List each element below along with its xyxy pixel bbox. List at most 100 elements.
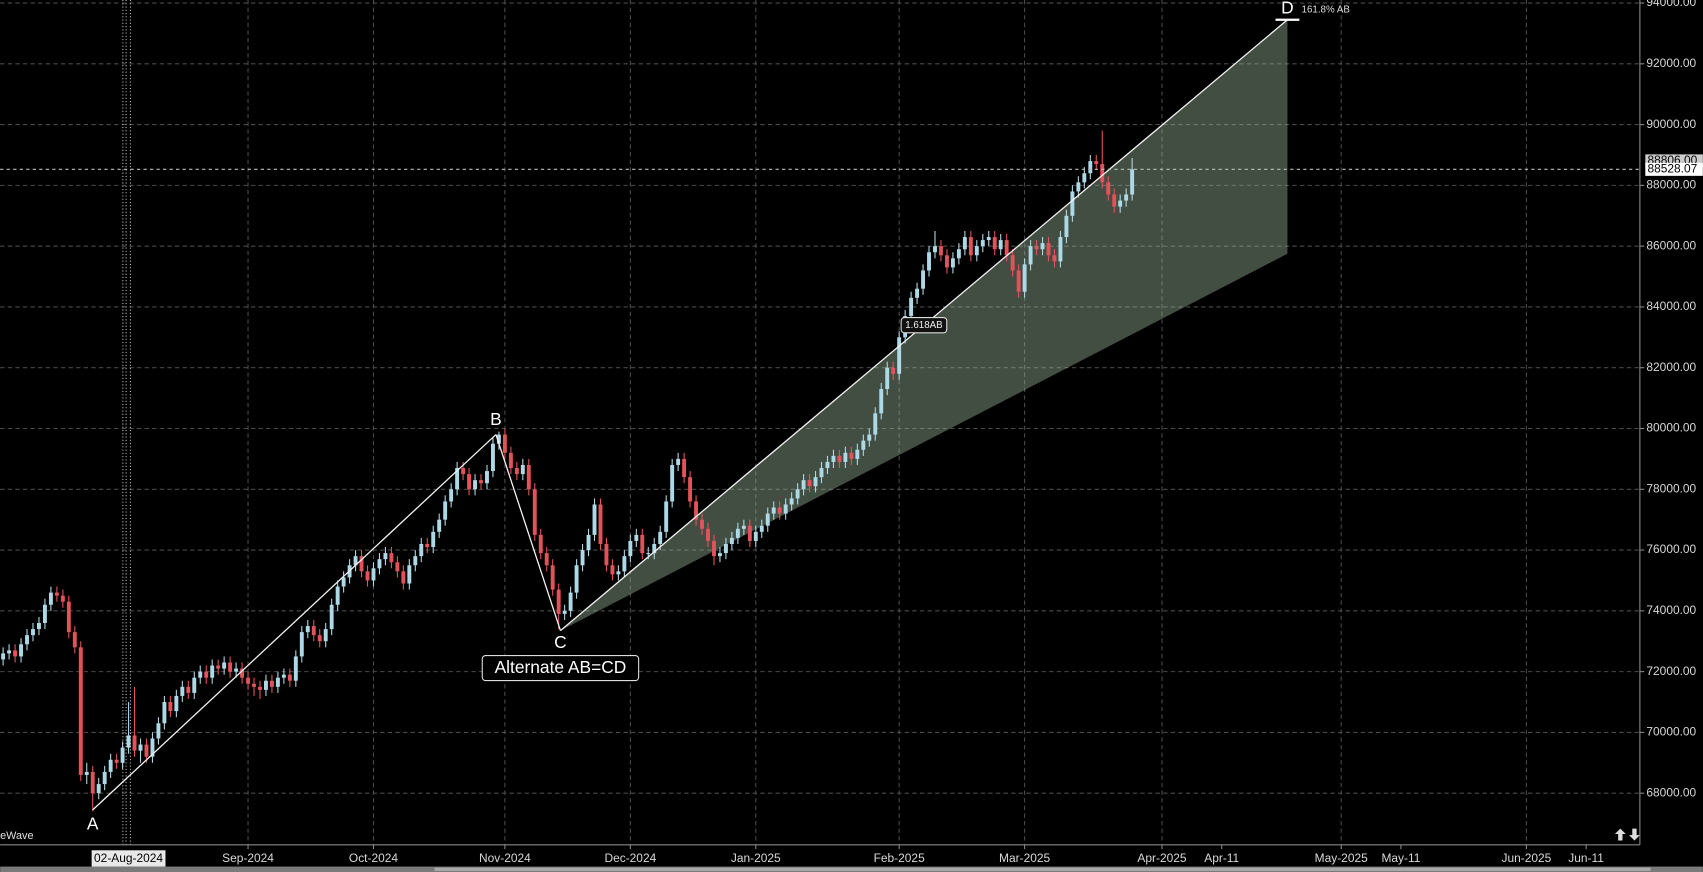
candle-body [502,434,507,453]
candle-body [646,553,651,555]
candle-body [520,464,525,475]
candle-body [353,556,358,566]
candle-body [765,513,770,526]
candle-body [849,452,854,459]
candle-body [144,744,149,757]
candle-body [538,534,543,554]
candle-body [329,604,334,630]
scrollbar-thumb[interactable] [434,867,1651,871]
candle-body [706,528,710,541]
candle-body [407,565,412,584]
candle-body [1046,243,1051,256]
candle-body [562,610,567,614]
candle-body [174,695,179,712]
candle-body [479,480,483,484]
candle-body [431,531,436,548]
y-tick-label: 74000.00 [1646,603,1696,617]
scroll-down-button[interactable] [1629,828,1640,841]
candle-body [168,702,173,712]
candle-body [526,464,531,490]
candle-body [556,589,561,614]
candle-body [879,388,884,414]
candle-body [1,653,6,660]
candle-body [795,489,800,499]
candle-body [90,771,95,794]
candle-body [264,680,268,690]
candle-body [252,683,256,687]
candle-body [437,519,442,532]
candle-body [723,543,728,554]
pattern-title-box [481,655,640,682]
x-tick-label: Feb-2025 [874,851,925,865]
pattern-d-ratio: 161.8% AB [1302,5,1350,16]
candle-body [54,592,59,596]
x-tick-label: Nov-2024 [479,851,531,865]
candle-body [1058,237,1063,262]
grid [0,0,1640,845]
x-tick-label: Dec-2024 [604,851,656,865]
candle-body [712,540,716,557]
candle-body [204,671,209,678]
candle-body [240,668,245,678]
candle-body [1064,215,1069,238]
candle-body [365,571,370,581]
scroll-up-button[interactable] [1614,828,1626,841]
pattern-point-label: D [1281,0,1294,17]
candle-body [455,468,460,490]
x-tick-label: Apr-2025 [1137,851,1186,865]
last-price-box [1645,162,1703,176]
y-tick-label: 84000.00 [1646,299,1696,313]
x-tick-label: Oct-2024 [349,851,398,865]
candle-body [944,255,949,268]
candle-body [1124,194,1129,201]
y-tick-label: 68000.00 [1646,785,1696,799]
candle-body [855,449,860,459]
candle-body [425,543,430,548]
candle-body [1106,182,1111,195]
candle-body [634,534,639,541]
candle-body [383,553,388,560]
candle-body [42,604,47,624]
pattern-point-label: C [554,632,567,652]
candle-body [909,297,914,317]
candle-body [1040,243,1045,250]
candle-body [192,677,197,693]
candle-body [783,504,788,514]
y-tick-label: 94000.00 [1646,0,1696,9]
candle-body [962,237,967,250]
candle-body [1028,246,1033,265]
candle-body [514,468,519,475]
candle-body [592,504,597,535]
candle-body [825,461,830,469]
candle-body [186,686,191,693]
candle-body [108,759,113,772]
candle-body [670,464,675,502]
candle-body [676,458,681,465]
candle-body [269,680,274,687]
cursor-x-box [91,850,166,867]
candle-body [992,237,997,250]
candle-body [1016,270,1021,292]
candle-body [413,556,418,566]
candle-body [801,480,806,490]
y-tick-label: 88000.00 [1646,178,1696,192]
candle-body [867,434,872,441]
candle-body [449,489,454,502]
candle-body [485,471,489,484]
candle-body [759,525,764,532]
candle-body [939,246,943,256]
candle-body [789,498,794,505]
candle-body [401,571,406,584]
candle-body [19,644,23,657]
candle-body [132,735,137,751]
candle-body [927,252,931,271]
candle-body [210,665,215,678]
candle-body [25,635,29,645]
candle-body [1004,240,1009,256]
candle-body [532,489,537,535]
candle-body [1094,161,1099,165]
candle-body [861,440,866,450]
candle-body [78,647,83,775]
cursor-x-label: 02-Aug-2024 [94,851,163,865]
candle-body [735,528,740,538]
